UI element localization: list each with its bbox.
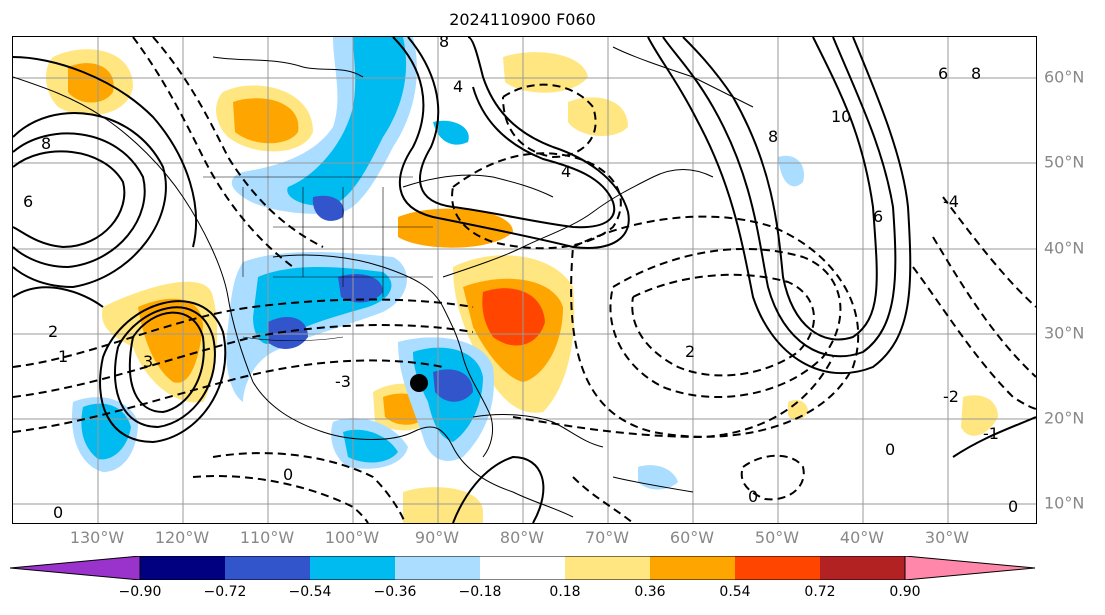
contour-label: 0	[1008, 497, 1018, 516]
map-title: 2024110900 F060	[449, 10, 596, 29]
contour-lines-dashed	[13, 37, 1036, 523]
contour-label: 6	[23, 192, 33, 211]
shade-region-7	[398, 208, 513, 248]
colorbar-tick: 0.90	[889, 584, 921, 600]
colorbar-tick: 0.72	[804, 584, 836, 600]
contour-label: 4	[561, 162, 571, 181]
shade-region-9	[138, 298, 203, 383]
contour-label: 10	[831, 107, 851, 126]
lon-label: 130°W	[69, 528, 125, 547]
shade-region-20	[312, 195, 344, 221]
colorbar-segment	[480, 556, 565, 580]
shade-region-29	[343, 429, 398, 463]
colorbar-segment	[225, 556, 310, 580]
lat-label: 60°N	[1044, 67, 1085, 87]
shade-region-5	[503, 52, 588, 93]
lon-label: 60°W	[669, 528, 715, 547]
contour-label: 3	[143, 352, 153, 371]
contour-label: 6	[873, 207, 883, 226]
contour-label: 2	[685, 342, 695, 361]
contour-label: 0	[283, 465, 293, 484]
shade-region-15	[403, 487, 483, 523]
contour-lines	[13, 37, 1036, 523]
colorbar-tick: −0.36	[373, 584, 417, 600]
storm-center-marker	[410, 374, 428, 392]
lon-label: 100°W	[324, 528, 380, 547]
lon-label: 120°W	[154, 528, 210, 547]
graticule	[13, 37, 1036, 523]
shade-region-32	[433, 120, 469, 145]
contour-label: 1	[58, 347, 68, 366]
lat-label: 10°N	[1044, 493, 1085, 513]
contour-label: -3	[335, 372, 351, 391]
contour-label: 8	[439, 37, 449, 51]
contour-label: -1	[983, 424, 999, 443]
lon-label: 50°W	[754, 528, 800, 547]
map-panel: 8 6 4 2 0 -2 -4 10 1 -1 3 -3 8 6 6 8 0 0…	[12, 36, 1037, 524]
lat-label: 20°N	[1044, 408, 1085, 428]
colorbar-segment	[310, 556, 395, 580]
colorbar-segment	[395, 556, 480, 580]
contour-label: -2	[943, 387, 959, 406]
contour-label: 4	[453, 77, 463, 96]
colorbar-tick: −0.90	[118, 584, 162, 600]
shade-region-2	[68, 63, 114, 103]
contour-label: 0	[885, 440, 895, 459]
contour-label: 8	[41, 134, 51, 153]
contour-label: -4	[943, 192, 959, 211]
contour-label: 2	[48, 322, 58, 341]
shading-layer	[46, 37, 998, 523]
colorbar-segment	[820, 556, 905, 580]
map-svg: 8 6 4 2 0 -2 -4 10 1 -1 3 -3 8 6 6 8 0 0…	[13, 37, 1036, 523]
colorbar-tick: −0.18	[458, 584, 502, 600]
contour-label: 6	[938, 64, 948, 83]
colorbar-tick: −0.72	[203, 584, 247, 600]
colorbar-segment	[565, 556, 650, 580]
lat-label: 40°N	[1044, 238, 1085, 258]
shade-region-33	[778, 155, 804, 187]
colorbar-extend-low	[10, 556, 141, 580]
colorbar	[10, 556, 1036, 580]
colorbar-segment	[650, 556, 735, 580]
colorbar-segment	[735, 556, 820, 580]
contour-label: 8	[768, 127, 778, 146]
colorbar-tick: −0.54	[288, 584, 332, 600]
lon-label: 40°W	[839, 528, 885, 547]
lon-label: 80°W	[499, 528, 545, 547]
shade-region-19	[287, 37, 407, 206]
lat-label: 30°N	[1044, 323, 1085, 343]
colorbar-segment	[140, 556, 225, 580]
colorbar-tick: 0.18	[549, 584, 581, 600]
shade-region-23	[338, 273, 383, 303]
borders	[203, 176, 433, 342]
colorbar-tick: 0.54	[719, 584, 751, 600]
contour-label: 0	[53, 503, 63, 522]
colorbar-tick: 0.36	[634, 584, 666, 600]
contour-label: 8	[971, 64, 981, 83]
colorbar-extend-high	[904, 556, 1036, 580]
shade-region-34	[638, 465, 678, 490]
contour-label: 0	[748, 487, 758, 506]
shade-region-16	[961, 395, 998, 436]
lon-label: 90°W	[414, 528, 460, 547]
lat-label: 50°N	[1044, 152, 1085, 172]
lon-label: 70°W	[584, 528, 630, 547]
lon-label: 30°W	[924, 528, 970, 547]
shade-region-6	[568, 97, 628, 137]
lon-label: 110°W	[239, 528, 295, 547]
shade-region-12	[482, 288, 545, 346]
shade-region-4	[233, 98, 299, 144]
shade-region-27	[433, 369, 473, 402]
